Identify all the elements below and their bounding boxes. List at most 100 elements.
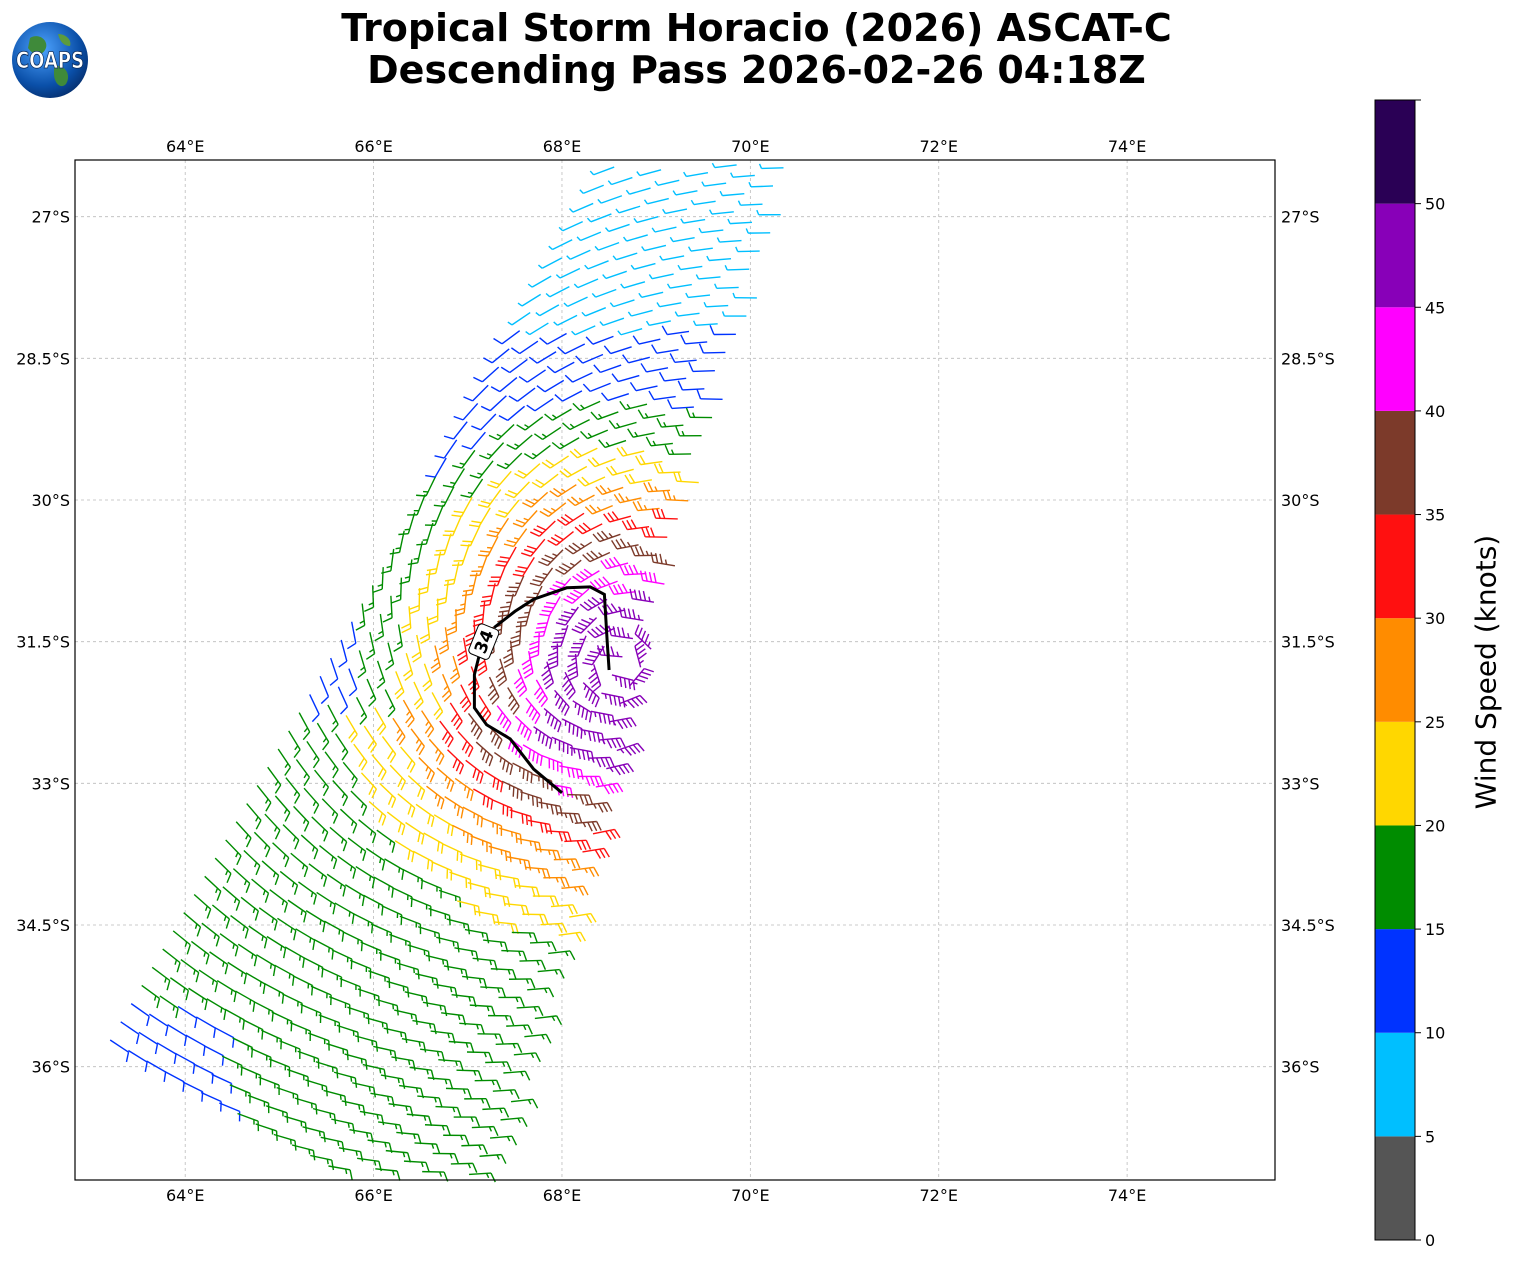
wind-barb: [360, 941, 382, 961]
wind-barb: [438, 889, 462, 908]
wind-barb: [328, 996, 351, 1015]
wind-barb: [602, 270, 627, 280]
wind-barb: [584, 504, 613, 515]
wind-barb: [530, 520, 556, 537]
wind-barb: [522, 913, 549, 925]
wind-barb: [480, 816, 503, 836]
wind-barb: [258, 907, 278, 931]
wind-barb: [758, 163, 784, 170]
wind-barb: [634, 624, 652, 650]
wind-barb: [521, 538, 546, 557]
wind-barb: [452, 449, 476, 469]
wind-barb: [588, 664, 602, 693]
wind-barb: [363, 894, 384, 916]
wind-barb: [550, 625, 569, 648]
wind-barb: [265, 1105, 289, 1123]
lat-tick-label-left: 31.5°S: [16, 633, 70, 652]
wind-barb: [516, 1005, 544, 1016]
wind-barb: [409, 588, 421, 615]
wind-barb: [673, 471, 699, 484]
wind-barb: [587, 624, 616, 639]
wind-barb: [209, 951, 229, 975]
wind-barb: [579, 184, 604, 195]
wind-barb: [381, 905, 403, 925]
wind-barb: [546, 361, 575, 374]
wind-barb: [449, 702, 463, 730]
wind-barb: [250, 1047, 272, 1068]
wind-barb: [555, 559, 582, 575]
wind-barb: [643, 482, 671, 493]
wind-barb: [201, 922, 220, 947]
wind-barb: [549, 484, 577, 498]
wind-barb: [527, 819, 553, 835]
wind-barb: [384, 858, 405, 880]
wind-barb: [748, 181, 774, 188]
wind-barb: [536, 379, 565, 393]
lon-tick-label-top: 74°E: [1108, 137, 1146, 156]
wind-barb: [443, 965, 469, 980]
wind-barb: [508, 978, 536, 989]
wind-barb: [597, 195, 623, 204]
wind-barb: [403, 1160, 430, 1173]
wind-barb: [595, 782, 624, 795]
wind-barb: [561, 718, 583, 739]
wind-barb: [156, 1042, 177, 1065]
wind-barb: [479, 1153, 507, 1164]
wind-barb: [651, 508, 678, 520]
wind-barb: [688, 361, 715, 373]
wind-barb: [538, 801, 563, 817]
wind-barb: [561, 885, 589, 896]
lon-tick-label-bottom: 74°E: [1108, 1186, 1146, 1205]
wind-barb: [500, 1117, 528, 1127]
wind-barb: [493, 330, 521, 345]
wind-barb: [291, 1144, 316, 1161]
wind-barb: [569, 747, 595, 762]
wind-barb: [394, 671, 405, 700]
wind-barb: [479, 442, 505, 460]
wind-barb: [506, 1024, 533, 1035]
wind-barb: [446, 918, 471, 935]
wind-barb: [442, 515, 463, 537]
wind-barb: [669, 236, 695, 243]
wind-barb: [328, 1165, 353, 1180]
wind-barb: [496, 452, 523, 470]
wind-barb: [479, 583, 496, 607]
wind-barb: [439, 720, 454, 748]
wind-barb: [487, 1014, 515, 1026]
wind-barb: [441, 673, 452, 702]
wind-barb: [357, 988, 380, 1007]
wind-barb: [572, 568, 600, 583]
wind-barb: [312, 1107, 337, 1125]
wind-barb: [277, 917, 297, 941]
wind-barb: [629, 381, 658, 392]
wind-barb: [469, 554, 489, 577]
wind-barb: [169, 977, 190, 1001]
wind-barb: [456, 637, 469, 666]
wind-barb: [555, 606, 579, 626]
wind-barb: [630, 262, 656, 270]
wind-barb: [448, 1040, 475, 1053]
wind-barb: [288, 730, 301, 759]
wind-barb: [445, 1087, 472, 1099]
wind-barb: [227, 961, 247, 985]
colorbar-tick-label: 0: [1425, 1231, 1435, 1250]
wind-barb: [323, 1089, 347, 1107]
wind-barb: [390, 577, 403, 604]
wind-barb: [561, 671, 576, 700]
wind-barb: [575, 353, 604, 364]
wind-barb: [403, 653, 414, 682]
wind-barb: [698, 343, 726, 354]
wind-barb: [303, 787, 320, 814]
wind-barb: [588, 756, 615, 768]
wind-barb: [362, 1063, 387, 1080]
wind-barb: [467, 712, 483, 740]
wind-barb: [363, 725, 377, 753]
wind-barb: [685, 292, 711, 299]
lat-tick-label-right: 27°S: [1281, 208, 1320, 227]
wind-barb: [373, 876, 394, 898]
wind-barb: [669, 353, 697, 364]
wind-barb: [381, 548, 395, 574]
wind-barb: [258, 1076, 280, 1096]
wind-barb: [457, 731, 474, 758]
wind-barb: [620, 281, 646, 289]
